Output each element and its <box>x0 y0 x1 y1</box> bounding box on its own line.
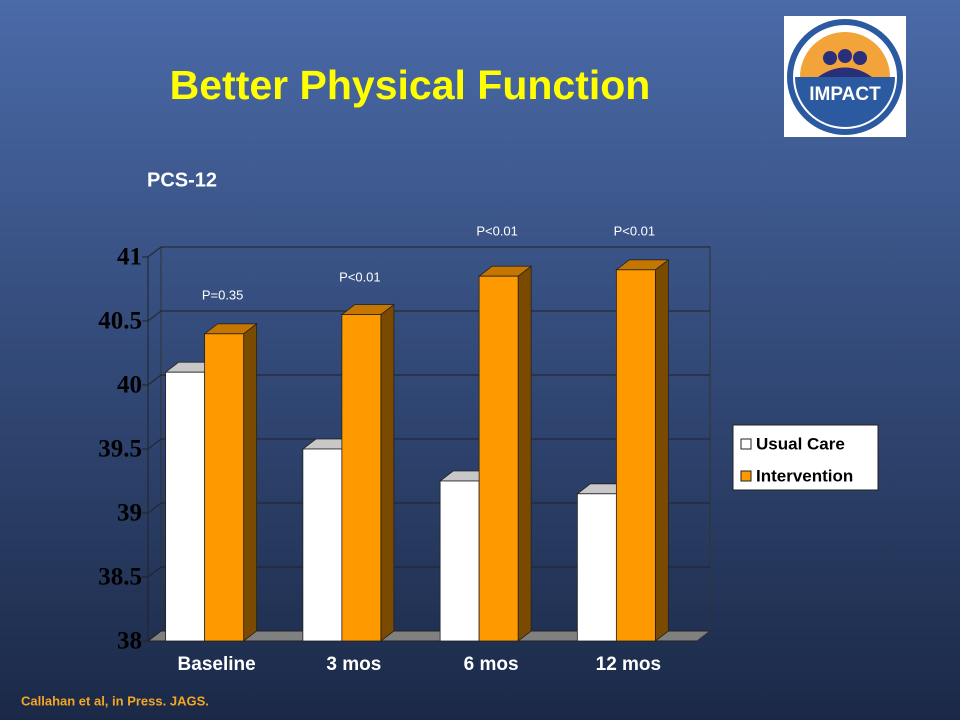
logo-text: IMPACT <box>809 84 881 105</box>
y-tick-label: 40.5 <box>98 308 142 335</box>
logo-band <box>795 77 895 127</box>
legend: Usual Care Intervention <box>732 424 879 491</box>
y-tick-label: 40 <box>117 372 142 399</box>
logo-figure <box>853 51 867 65</box>
grid-line <box>147 246 710 258</box>
bar-front <box>439 480 480 642</box>
slide-title: Better Physical Function <box>170 62 651 108</box>
logo-figure <box>823 51 837 65</box>
bar <box>203 322 258 642</box>
y-tick-label: 39 <box>117 500 142 527</box>
bar-front <box>576 493 617 642</box>
x-tick-label: 12 mos <box>596 654 661 675</box>
bar-front <box>302 448 343 642</box>
bar-front <box>341 314 382 642</box>
y-tick-label: 38.5 <box>98 564 142 591</box>
bar-side <box>243 322 258 642</box>
y-tick-label: 41 <box>117 244 142 271</box>
logo-figure <box>838 49 852 63</box>
bar <box>615 258 670 642</box>
legend-swatch <box>740 470 752 482</box>
legend-swatch <box>740 438 752 450</box>
source-note: Callahan et al, in Press. JAGS. <box>21 693 209 708</box>
y-tick-label: 38 <box>117 628 142 655</box>
bar-front <box>478 275 519 642</box>
logo-figures <box>818 67 872 77</box>
p-value-annotation: P<0.01 <box>339 269 381 284</box>
p-value-annotation: P<0.01 <box>476 223 518 238</box>
p-value-annotation: P<0.01 <box>614 223 656 238</box>
x-tick-label: 6 mos <box>464 654 519 675</box>
bar-front <box>165 371 206 642</box>
legend-box <box>732 424 879 491</box>
x-tick-label: Baseline <box>178 654 256 675</box>
bar-front <box>204 333 245 642</box>
bar <box>477 265 533 642</box>
x-tick-label: 3 mos <box>326 654 381 675</box>
logo: IMPACT <box>784 16 906 137</box>
legend-label: Usual Care <box>756 434 845 453</box>
chart-subtitle: PCS-12 <box>147 169 217 191</box>
bar-side <box>380 303 395 642</box>
y-tick-label: 39.5 <box>98 436 142 463</box>
bar <box>340 303 396 642</box>
bar-side <box>517 265 532 642</box>
bar-front <box>615 269 656 642</box>
legend-label: Intervention <box>756 466 853 485</box>
p-value-annotation: P=0.35 <box>202 287 244 302</box>
bar-side <box>654 258 669 642</box>
